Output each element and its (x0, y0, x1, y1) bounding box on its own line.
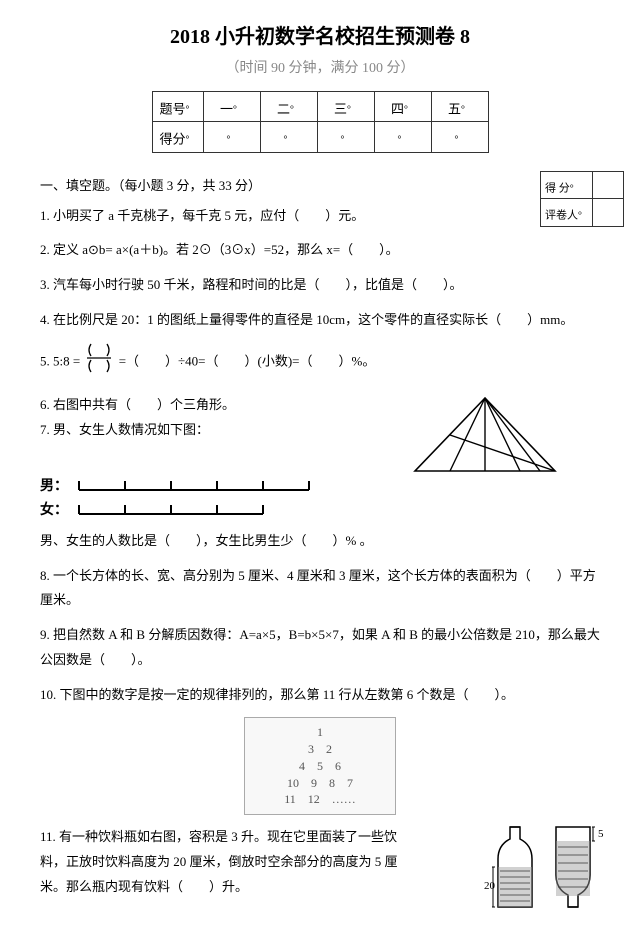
score-cell: 。 (203, 122, 260, 152)
q5-pre: 5. 5:8 = (40, 354, 83, 369)
score-col: 五。 (431, 92, 488, 122)
exam-subtitle: （时间 90 分钟，满分 100 分） (40, 57, 600, 77)
ticks-icon (74, 476, 314, 494)
question-1: 1. 小明买了 a 千克桃子，每千克 5 元，应付（ ）元。 (40, 204, 600, 229)
male-label: 男： (40, 475, 68, 495)
numtri-row: 4 5 6 (255, 758, 385, 775)
bottle-label-5: 5 (598, 828, 604, 840)
question-6-7-block: 6. 右图中共有（ ）个三角形。 7. 男、女生人数情况如下图： (40, 393, 600, 465)
page-title: 2018 小升初数学名校招生预测卷 8 (40, 20, 600, 49)
sidebox-blank (593, 171, 624, 199)
score-cell: 。 (260, 122, 317, 152)
score-col: 三。 (317, 92, 374, 122)
question-4: 4. 在比例尺是 20：1 的图纸上量得零件的直径是 10cm，这个零件的直径实… (40, 308, 600, 333)
triangle-figure (410, 393, 560, 484)
score-th: 题号。 (152, 92, 203, 122)
score-col: 二。 (260, 92, 317, 122)
question-11: 11. 有一种饮料瓶如右图，容积是 3 升。现在它里面装了一些饮 料，正放时饮料… (40, 825, 600, 905)
score-cell: 。 (317, 122, 374, 152)
ticks-icon (74, 500, 274, 518)
question-10: 10. 下图中的数字是按一定的规律排列的，那么第 11 行从左数第 6 个数是（… (40, 683, 600, 708)
bottle-label-20: 20 (484, 880, 496, 892)
numtri-row: 10 9 8 7 (255, 775, 385, 792)
numtri-row: 1 (255, 724, 385, 741)
question-2: 2. 定义 a⊙b= a×(a＋b)。若 2⊙（3⊙x）=52，那么 x=（ ）… (40, 238, 600, 263)
score-col: 一。 (203, 92, 260, 122)
q11-c: 米。那么瓶内现有饮料（ ）升。 (40, 879, 248, 894)
q11-a: 11. 有一种饮料瓶如右图，容积是 3 升。现在它里面装了一些饮 (40, 829, 397, 844)
q11-b: 料，正放时饮料高度为 20 厘米，倒放时空余部分的高度为 5 厘 (40, 854, 398, 869)
score-col: 四。 (374, 92, 431, 122)
score-table: 题号。 一。 二。 三。 四。 五。 得分。 。 。 。 。 。 (152, 91, 489, 153)
question-7-line: 男、女生的人数比是（ ），女生比男生少（ ）% 。 (40, 529, 600, 554)
question-5: 5. 5:8 = =（ ）÷40=（ ）(小数)=（ ）%。 (40, 342, 600, 383)
sidebox-score: 得 分。 (541, 171, 593, 199)
score-cell: 。 (431, 122, 488, 152)
female-ticks-row: 女： (40, 499, 600, 519)
bottle-figure: 20 5 (480, 819, 610, 924)
score-cell: 。 (374, 122, 431, 152)
numtri-row: 11 12 …… (255, 791, 385, 808)
score-th: 得分。 (152, 122, 203, 152)
question-9: 9. 把自然数 A 和 B 分解质因数得：A=a×5，B=b×5×7，如果 A … (40, 623, 600, 672)
question-3: 3. 汽车每小时行驶 50 千米，路程和时间的比是（ ），比值是（ ）。 (40, 273, 600, 298)
fraction-braces-icon (85, 342, 113, 383)
q5-post: =（ ）÷40=（ ）(小数)=（ ）%。 (119, 354, 376, 369)
question-8: 8. 一个长方体的长、宽、高分别为 5 厘米、4 厘米和 3 厘米，这个长方体的… (40, 564, 600, 613)
numtri-row: 3 2 (255, 741, 385, 758)
number-triangle-figure: 1 3 2 4 5 6 10 9 8 7 11 12 …… (244, 717, 396, 815)
section-1-header: 一、填空题。（每小题 3 分，共 33 分） 得 分。 评卷人。 (40, 175, 600, 194)
section-1-title: 一、填空题。（每小题 3 分，共 33 分） (40, 178, 261, 193)
female-label: 女： (40, 499, 68, 519)
